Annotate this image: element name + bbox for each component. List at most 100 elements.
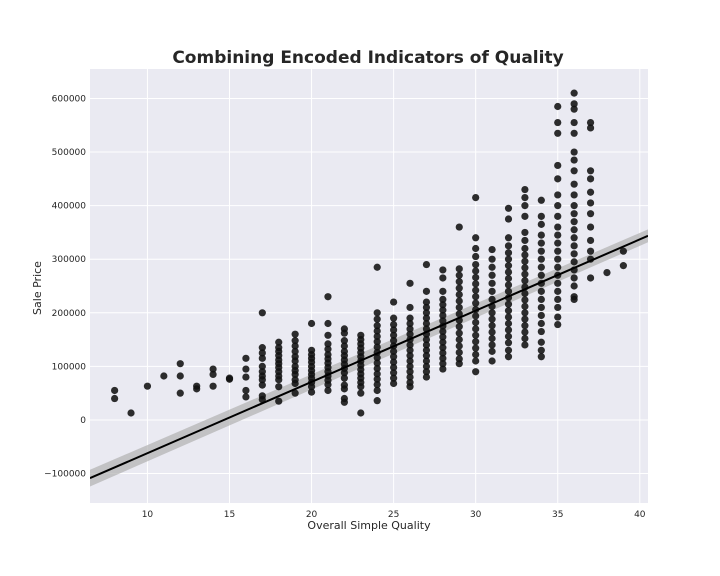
data-point: [521, 212, 529, 220]
data-point: [554, 255, 562, 263]
data-point: [439, 287, 447, 295]
data-point: [340, 385, 348, 393]
data-point: [324, 319, 332, 328]
data-point: [488, 322, 496, 330]
regression-line: [90, 234, 648, 480]
data-point: [504, 274, 513, 283]
data-point: [455, 278, 463, 286]
data-point: [504, 353, 513, 361]
data-point: [324, 293, 332, 301]
data-point: [258, 309, 266, 317]
data-point: [504, 255, 513, 263]
data-point: [537, 255, 545, 263]
chart-title: Combining Encoded Indicators of Quality: [172, 48, 563, 68]
data-point: [472, 299, 480, 307]
data-point: [373, 263, 381, 271]
data-point: [455, 223, 463, 231]
data-point: [225, 375, 234, 383]
data-point: [504, 234, 513, 242]
data-point: [258, 395, 266, 404]
data-point: [504, 204, 513, 212]
data-point: [373, 359, 381, 367]
data-point: [570, 226, 578, 234]
data-point: [439, 354, 447, 362]
data-point: [521, 302, 529, 310]
data-point: [307, 383, 316, 391]
data-point: [357, 389, 365, 397]
data-point: [373, 322, 381, 330]
data-point: [504, 268, 513, 276]
data-point: [521, 228, 529, 237]
data-point: [586, 118, 595, 127]
data-point: [209, 365, 217, 373]
data-point: [455, 329, 463, 337]
data-point: [472, 331, 480, 339]
data-point: [521, 315, 529, 323]
data-point: [275, 383, 283, 391]
data-point: [537, 319, 545, 328]
data-point: [127, 409, 135, 417]
data-point: [160, 372, 168, 380]
data-point: [455, 323, 463, 331]
x-tick-label: 20: [306, 510, 318, 520]
data-point: [472, 286, 480, 294]
data-point: [619, 262, 627, 270]
data-point: [586, 274, 595, 282]
data-point: [570, 234, 578, 242]
data-point: [554, 263, 562, 271]
data-point: [357, 409, 365, 417]
x-tick-label: 10: [142, 510, 154, 520]
data-point: [570, 105, 578, 113]
data-point: [586, 199, 595, 207]
data-point: [504, 262, 513, 270]
data-point: [537, 220, 545, 228]
data-point: [176, 372, 184, 380]
data-point: [373, 343, 381, 351]
data-point: [488, 334, 496, 343]
data-point: [242, 354, 250, 362]
data-point: [242, 393, 250, 401]
data-point: [472, 344, 480, 352]
data-point: [340, 342, 348, 350]
data-point: [390, 353, 398, 361]
data-point: [422, 287, 431, 295]
data-point: [570, 218, 578, 226]
data-point: [521, 236, 529, 245]
data-point: [521, 244, 529, 253]
data-point: [586, 175, 595, 183]
data-point: [373, 380, 381, 389]
data-point: [570, 180, 578, 188]
data-point: [521, 289, 529, 298]
data-point: [406, 352, 414, 360]
data-point: [176, 360, 184, 368]
data-point: [439, 301, 447, 309]
data-point: [537, 239, 545, 247]
data-point: [209, 370, 217, 379]
x-tick-label: 35: [552, 510, 563, 520]
data-point: [537, 311, 545, 320]
data-point: [488, 357, 496, 365]
data-point: [472, 293, 480, 301]
data-point: [340, 337, 348, 345]
data-point: [291, 379, 299, 388]
data-point: [406, 319, 414, 328]
data-point: [307, 319, 316, 328]
data-point: [439, 295, 447, 303]
data-point: [537, 231, 545, 239]
data-point: [455, 360, 463, 368]
data-point: [586, 247, 595, 255]
data-point: [324, 340, 332, 348]
data-point: [570, 274, 578, 282]
data-point: [472, 357, 480, 365]
data-point: [586, 124, 595, 132]
data-point: [422, 309, 431, 317]
data-point: [406, 330, 414, 338]
y-tick-labels: −100000 0 100000 200000 300000 400000 500000 60…: [44, 94, 86, 479]
data-point: [554, 212, 562, 220]
data-point: [554, 191, 562, 199]
data-point: [275, 397, 283, 405]
data-point: [455, 290, 463, 299]
data-point: [488, 341, 496, 349]
data-point: [242, 373, 250, 381]
